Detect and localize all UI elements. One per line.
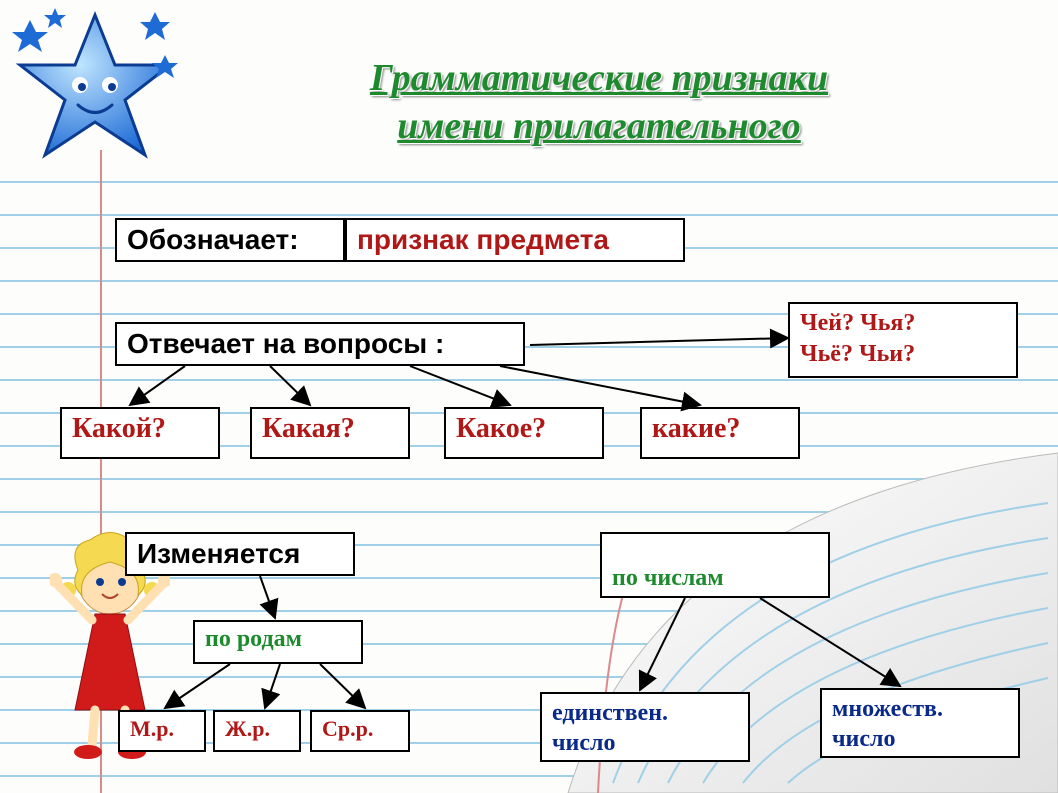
page-title: Грамматические признаки имени прилагател…	[180, 55, 1018, 150]
box-changes-label: Изменяется	[125, 532, 355, 576]
box-gender-zhr: Ж.р.	[213, 710, 301, 752]
box-gender-mr: М.р.	[118, 710, 206, 752]
title-line-1: Грамматические признаки	[370, 57, 828, 99]
box-question-kakoy: Какой?	[60, 407, 220, 459]
box-question-kakaya: Какая?	[250, 407, 410, 459]
star-character-icon	[0, 0, 190, 190]
box-number-singular: единствен.число	[540, 692, 750, 762]
box-denotes-value: признак предмета	[345, 218, 685, 262]
box-by-number: по числам	[600, 532, 830, 598]
box-gender-srr: Ср.р.	[310, 710, 410, 752]
box-by-gender: по родам	[193, 620, 363, 664]
box-question-kakie: какие?	[640, 407, 800, 459]
title-line-2: имени прилагательного	[397, 105, 801, 147]
box-number-plural: множеств.число	[820, 688, 1020, 758]
box-question-chey: Чей? Чья?Чьё? Чьи?	[788, 302, 1018, 378]
box-denotes-label: Обозначает:	[115, 218, 345, 262]
box-questions-label: Отвечает на вопросы :	[115, 322, 525, 366]
box-question-kakoe: Какое?	[444, 407, 604, 459]
